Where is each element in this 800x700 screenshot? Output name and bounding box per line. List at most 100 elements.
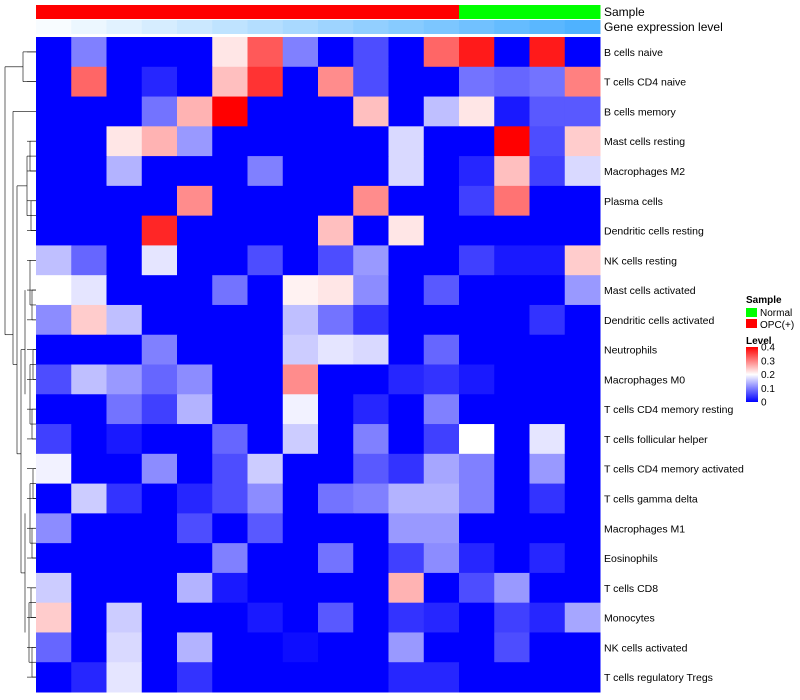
heatmap-cell — [353, 543, 389, 574]
heatmap-cell — [141, 662, 178, 693]
heatmap-cell — [212, 543, 248, 574]
heatmap-cell — [318, 156, 354, 187]
heatmap-cell — [141, 37, 178, 68]
heatmap-cell — [318, 245, 354, 276]
row-label: NK cells activated — [604, 642, 688, 654]
heatmap-cell — [141, 543, 178, 574]
heatmap-cell — [71, 572, 107, 604]
heatmap-cell — [388, 513, 425, 544]
heatmap-cell — [177, 304, 213, 336]
heatmap-cell — [529, 424, 566, 455]
heatmap-cell — [177, 334, 213, 365]
heatmap-cell — [423, 96, 460, 127]
heatmap-cell — [247, 37, 284, 68]
heatmap-cell — [318, 394, 354, 425]
heatmap-cell — [388, 66, 425, 98]
heatmap-cell — [388, 572, 425, 604]
heatmap-cell — [247, 394, 284, 425]
sample-legend-title: Sample — [746, 295, 782, 306]
heatmap-cell — [494, 275, 530, 306]
heatmap-cells — [36, 37, 601, 693]
heatmap-cell — [212, 126, 248, 157]
expression-cell — [141, 20, 178, 34]
heatmap-cell — [247, 126, 284, 157]
heatmap-cell — [106, 304, 143, 336]
heatmap-cell — [36, 304, 72, 336]
heatmap-cell — [353, 662, 389, 693]
heatmap-cell — [353, 96, 389, 127]
heatmap-cell — [423, 334, 460, 365]
heatmap-cell — [529, 572, 566, 604]
heatmap-cell — [529, 662, 566, 693]
heatmap-cell — [106, 424, 143, 455]
heatmap-cell — [106, 453, 143, 485]
heatmap-cell — [423, 632, 460, 663]
row-label: NK cells resting — [604, 255, 677, 267]
heatmap-cell — [529, 602, 566, 633]
heatmap-cell — [282, 632, 319, 663]
heatmap-cell — [388, 156, 425, 187]
heatmap-cell — [106, 334, 143, 365]
heatmap-cell — [388, 364, 425, 395]
heatmap-cell — [71, 513, 107, 544]
heatmap-cell — [529, 364, 566, 395]
heatmap-cell — [423, 185, 460, 217]
legend-swatch-normal — [746, 308, 757, 317]
heatmap-cell — [494, 483, 530, 514]
row-label: Macrophages M1 — [604, 523, 685, 535]
row-label: Eosinophils — [604, 553, 658, 565]
heatmap-cell — [494, 215, 530, 246]
expression-cell — [247, 20, 284, 34]
heatmap-cell — [177, 632, 213, 663]
heatmap-cell — [36, 453, 72, 485]
heatmap-cell — [459, 126, 495, 157]
heatmap-cell — [318, 632, 354, 663]
heatmap-cell — [36, 96, 72, 127]
heatmap-cell — [353, 394, 389, 425]
heatmap-cell — [71, 185, 107, 217]
heatmap-cell — [36, 156, 72, 187]
heatmap-cell — [212, 156, 248, 187]
heatmap-cell — [282, 662, 319, 693]
heatmap-cell — [388, 245, 425, 276]
heatmap-cell — [353, 572, 389, 604]
heatmap-cell — [106, 156, 143, 187]
heatmap-cell — [529, 483, 566, 514]
heatmap-cell — [423, 662, 460, 693]
heatmap-cell — [318, 185, 354, 217]
heatmap-cell — [177, 215, 213, 246]
heatmap-cell — [494, 334, 530, 365]
heatmap-cell — [177, 185, 213, 217]
heatmap-cell — [494, 126, 530, 157]
heatmap-cell — [564, 364, 601, 395]
heatmap-cell — [459, 543, 495, 574]
heatmap-cell — [141, 126, 178, 157]
heatmap-cell — [141, 602, 178, 633]
heatmap-cell — [36, 662, 72, 693]
heatmap-cell — [529, 394, 566, 425]
sample-cell — [141, 5, 178, 19]
heatmap-cell — [564, 304, 601, 336]
heatmap-cell — [564, 513, 601, 544]
heatmap-cell — [212, 424, 248, 455]
heatmap-cell — [494, 304, 530, 336]
legend-label-opc: OPC(+) — [760, 320, 794, 331]
sample-cell — [212, 5, 248, 19]
heatmap-cell — [423, 513, 460, 544]
heatmap-cell — [388, 602, 425, 633]
heatmap-cell — [282, 513, 319, 544]
heatmap-cell — [529, 126, 566, 157]
heatmap-cell — [36, 394, 72, 425]
heatmap-cell — [529, 185, 566, 217]
heatmap-cell — [71, 215, 107, 246]
heatmap-cell — [494, 632, 530, 663]
heatmap-cell — [36, 632, 72, 663]
heatmap-cell — [106, 66, 143, 98]
heatmap-cell — [353, 304, 389, 336]
heatmap-cell — [247, 543, 284, 574]
heatmap-cell — [494, 185, 530, 217]
heatmap-cell — [141, 424, 178, 455]
heatmap-cell — [212, 513, 248, 544]
heatmap-cell — [388, 453, 425, 485]
heatmap-cell — [318, 513, 354, 544]
